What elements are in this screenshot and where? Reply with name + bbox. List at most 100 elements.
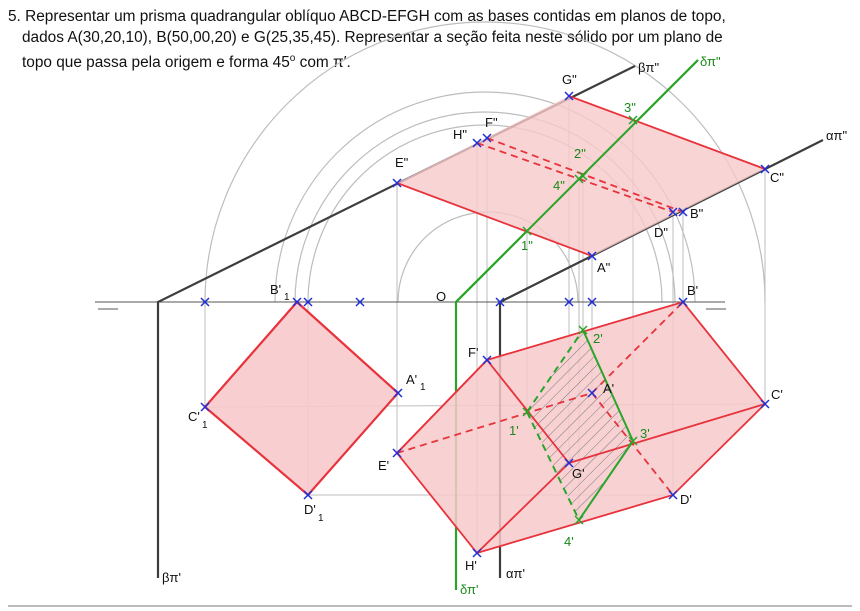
section-2-3 (582, 329, 634, 442)
marker-c2 (760, 164, 770, 174)
marker-3p (628, 436, 638, 446)
label-2p: 2' (593, 331, 603, 346)
marker-x6 (564, 297, 574, 307)
label-dp: D' (680, 492, 692, 507)
label-delta2: δπ" (700, 54, 721, 69)
labels: G" F" H" E" C" B" D" A" 3" 2" 4" 1" βπ" … (162, 54, 847, 597)
label-fp: F' (468, 345, 478, 360)
label-g2: G" (562, 72, 577, 87)
label-e2: E" (395, 155, 409, 170)
problem-line-3-text: topo que passa pela origem e forma 45 (22, 54, 290, 72)
marker-b1 (678, 297, 688, 307)
label-beta1: βπ' (162, 570, 181, 585)
marker-gp (564, 458, 574, 468)
h-edge-g-c (568, 403, 766, 464)
h-edge-e-a (396, 392, 593, 454)
base-rebatida (203, 300, 400, 497)
marker-cp (760, 399, 770, 409)
label-alpha2: απ" (826, 128, 847, 143)
reference-line (95, 301, 726, 310)
label-h2: H" (453, 127, 467, 142)
point-markers (200, 91, 770, 558)
label-c2: C" (770, 170, 784, 185)
marker-x1 (200, 297, 210, 307)
h-edge-h-g (476, 462, 570, 554)
label-cp: C' (771, 387, 783, 402)
label-b2: B" (690, 206, 704, 221)
marker-e2 (392, 178, 402, 188)
h-edge-a-b (591, 301, 684, 394)
label-3p: 3' (640, 426, 650, 441)
edge-e-a (396, 182, 593, 257)
marker-c1r (200, 402, 210, 412)
section-1-4 (526, 411, 580, 521)
edge-h-d (476, 142, 674, 213)
label-d1-rebatido: D' (304, 502, 316, 517)
edge-g-c (568, 95, 766, 170)
marker-f2 (482, 133, 492, 143)
label-c1-rebatido: C' (188, 409, 200, 424)
problem-line-1: 5. Representar um prisma quadrangular ob… (8, 8, 726, 25)
label-ap: A' (603, 381, 614, 396)
marker-x4 (355, 297, 365, 307)
marker-x5 (495, 297, 505, 307)
degree-mark: o (289, 53, 296, 64)
label-origin: O (436, 289, 446, 304)
marker-ep (392, 448, 402, 458)
label-2-2: 2" (574, 146, 586, 161)
marker-hp (472, 548, 482, 558)
marker-1p (522, 407, 532, 417)
label-b1-rebatido-sub: 1 (284, 292, 290, 303)
label-4-2: 4" (553, 178, 565, 193)
marker-4p (574, 515, 584, 525)
label-ep: E' (378, 458, 389, 473)
problem-line-2: dados A(30,20,10), B(50,00,20) e G(25,35… (22, 29, 723, 46)
section-3-4 (578, 440, 634, 521)
label-b1-rebatido: B' (270, 282, 281, 297)
label-bp: B' (687, 283, 698, 298)
rebatida-square (203, 300, 400, 497)
label-hp: H' (465, 558, 477, 573)
marker-h2 (472, 138, 482, 148)
label-f2: F" (485, 115, 498, 130)
label-a2: A" (597, 260, 611, 275)
label-beta2: βπ" (638, 60, 659, 75)
marker-x7 (587, 297, 597, 307)
label-1p: 1' (509, 423, 519, 438)
problem-statement: 5. Representar um prisma quadrangular ob… (8, 6, 848, 73)
label-1-2: 1" (521, 238, 533, 253)
marker-g2 (564, 91, 574, 101)
h-edge-a-d (591, 392, 674, 496)
marker-a2 (587, 251, 597, 261)
label-gp: G' (572, 466, 585, 481)
problem-line-3: topo que passa pela origem e forma 45o c… (8, 48, 848, 73)
marker-d1r (303, 490, 313, 500)
problem-line-3-end: com π′. (295, 54, 351, 72)
marker-fp (482, 355, 492, 365)
marker-d2 (668, 207, 678, 217)
section-hatch (527, 330, 633, 520)
label-c1-rebatido-sub: 1 (202, 420, 208, 431)
label-a1-rebatido: A' (406, 372, 417, 387)
marker-x2 (292, 297, 302, 307)
marker-a1r (393, 388, 403, 398)
marker-dp (668, 490, 678, 500)
edge-f-b (486, 137, 684, 213)
marker-ap (587, 388, 597, 398)
label-d1-rebatido-sub: 1 (318, 513, 324, 524)
marker-1-2 (522, 226, 532, 236)
label-4p: 4' (564, 534, 574, 549)
label-a1-rebatido-sub: 1 (420, 382, 426, 393)
marker-x3 (303, 297, 313, 307)
marker-4-2 (574, 174, 584, 184)
prism-horizontal (395, 300, 767, 555)
section-1-2 (526, 329, 584, 413)
label-delta1: δπ' (460, 582, 479, 597)
label-3-2: 3" (624, 100, 636, 115)
label-d2: D" (654, 225, 668, 240)
label-alpha1: απ' (506, 566, 525, 581)
h-edge-e-g (396, 359, 488, 454)
section-markers (522, 115, 638, 525)
